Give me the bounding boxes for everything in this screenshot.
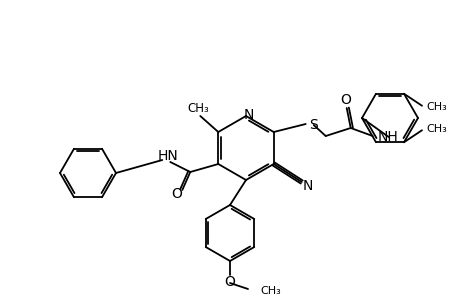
Text: N: N	[302, 179, 312, 193]
Text: O: O	[224, 275, 235, 289]
Text: HN: HN	[157, 149, 178, 163]
Text: CH₃: CH₃	[425, 102, 446, 112]
Text: O: O	[340, 93, 350, 107]
Text: NH: NH	[377, 130, 397, 144]
Text: S: S	[308, 118, 317, 132]
Text: N: N	[243, 108, 254, 122]
Text: CH₃: CH₃	[187, 101, 209, 115]
Text: O: O	[170, 187, 181, 201]
Text: CH₃: CH₃	[259, 286, 280, 296]
Text: CH₃: CH₃	[425, 124, 446, 134]
